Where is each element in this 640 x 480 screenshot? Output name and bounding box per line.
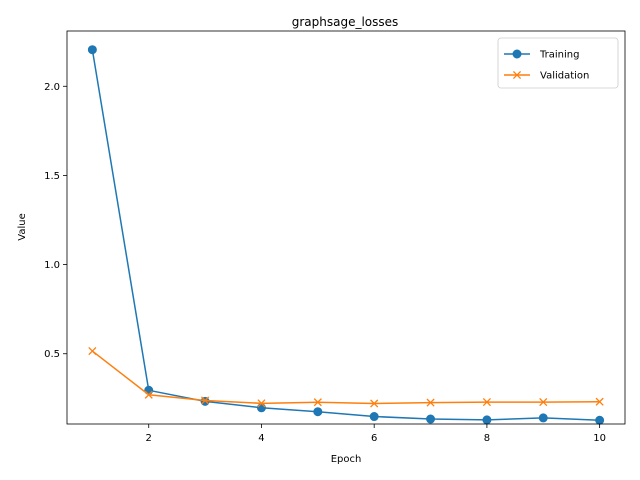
- data-point-validation: [539, 398, 548, 407]
- chart-title: graphsage_losses: [292, 15, 399, 29]
- series-validation: [88, 347, 604, 408]
- data-point-validation: [144, 390, 153, 399]
- y-tick-label: 0.5: [44, 349, 60, 360]
- x-tick-label: 10: [593, 433, 606, 444]
- data-point-training: [482, 415, 492, 425]
- data-point-training: [426, 414, 436, 424]
- legend-label-validation: Validation: [540, 71, 589, 82]
- data-point-validation: [595, 397, 604, 406]
- data-point-validation: [257, 399, 266, 408]
- data-point-training: [313, 407, 323, 417]
- data-point-validation: [313, 398, 322, 407]
- data-point-training: [369, 412, 379, 422]
- x-tick-label: 6: [371, 433, 377, 444]
- series-line-training: [91, 49, 600, 422]
- data-point-training: [538, 413, 548, 423]
- data-point-validation: [370, 399, 379, 408]
- plot-frame: [66, 30, 626, 425]
- y-axis-label: Value: [17, 213, 28, 240]
- data-point-training: [87, 45, 97, 55]
- legend-marker-validation: [512, 70, 522, 80]
- data-point-training: [256, 403, 266, 413]
- y-tick-label: 1.0: [44, 260, 60, 271]
- data-point-training: [595, 415, 605, 425]
- legend-item-training: Training: [504, 49, 579, 61]
- series-line-validation: [91, 350, 600, 405]
- legend-label-training: Training: [539, 50, 579, 61]
- x-tick-label: 2: [146, 433, 152, 444]
- plot-area: [67, 31, 625, 424]
- y-tick-label: 2.0: [44, 82, 60, 93]
- x-tick-label: 8: [484, 433, 490, 444]
- data-point-validation: [426, 398, 435, 407]
- series-layer: [87, 45, 605, 425]
- x-axis-label: Epoch: [331, 454, 362, 465]
- x-tick-label: 4: [258, 433, 264, 444]
- legend-item-validation: Validation: [504, 71, 589, 82]
- data-point-validation: [482, 398, 491, 407]
- y-tick-label: 1.5: [44, 171, 60, 182]
- data-point-validation: [201, 396, 210, 405]
- legend-marker-training: [512, 49, 522, 59]
- data-point-validation: [88, 347, 97, 356]
- ticks-layer: 2 4 6 8 10 0.5 1.0 1.5 2.0: [44, 82, 606, 444]
- legend: Training Validation: [497, 37, 619, 89]
